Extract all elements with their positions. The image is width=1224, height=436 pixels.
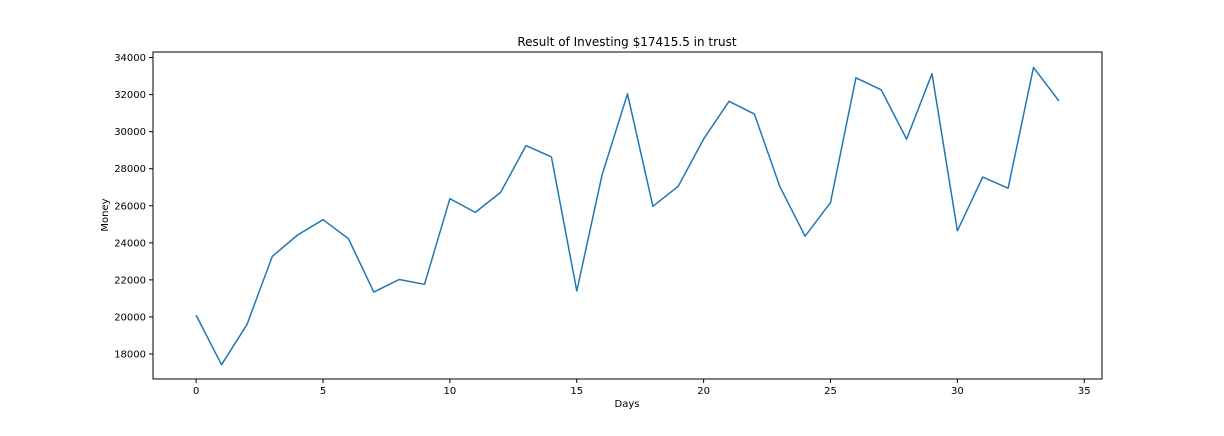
y-axis: 18000 20000 22000 24000 26000 28000 30000 32000… (114, 53, 153, 360)
x-tick-label: 35 (1078, 386, 1091, 397)
x-tick-label: 10 (444, 386, 457, 397)
y-tick-label: 30000 (114, 127, 146, 138)
y-tick-label: 24000 (114, 238, 146, 249)
y-tick-label: 18000 (114, 349, 146, 360)
chart-title: Result of Investing $17415.5 in trust (517, 35, 737, 49)
y-tick-label: 32000 (114, 90, 146, 101)
series-layer (195, 66, 1060, 366)
x-axis-label: Days (615, 399, 640, 410)
x-tick-label: 15 (570, 386, 583, 397)
y-tick-label: 22000 (114, 275, 146, 286)
x-tick-label: 20 (697, 386, 710, 397)
x-tick-label: 25 (824, 386, 837, 397)
plot-frame (152, 51, 1103, 380)
x-tick-label: 30 (951, 386, 964, 397)
x-tick-label: 0 (193, 386, 199, 397)
x-axis: 0 5 10 15 20 25 30 35 (193, 379, 1091, 397)
y-tick-label: 34000 (114, 53, 146, 64)
series-line (195, 66, 1060, 366)
x-tick-label: 5 (320, 386, 326, 397)
y-axis-label: Money (100, 198, 111, 231)
y-tick-label: 28000 (114, 164, 146, 175)
y-tick-label: 20000 (114, 312, 146, 323)
y-tick-label: 26000 (114, 201, 146, 212)
